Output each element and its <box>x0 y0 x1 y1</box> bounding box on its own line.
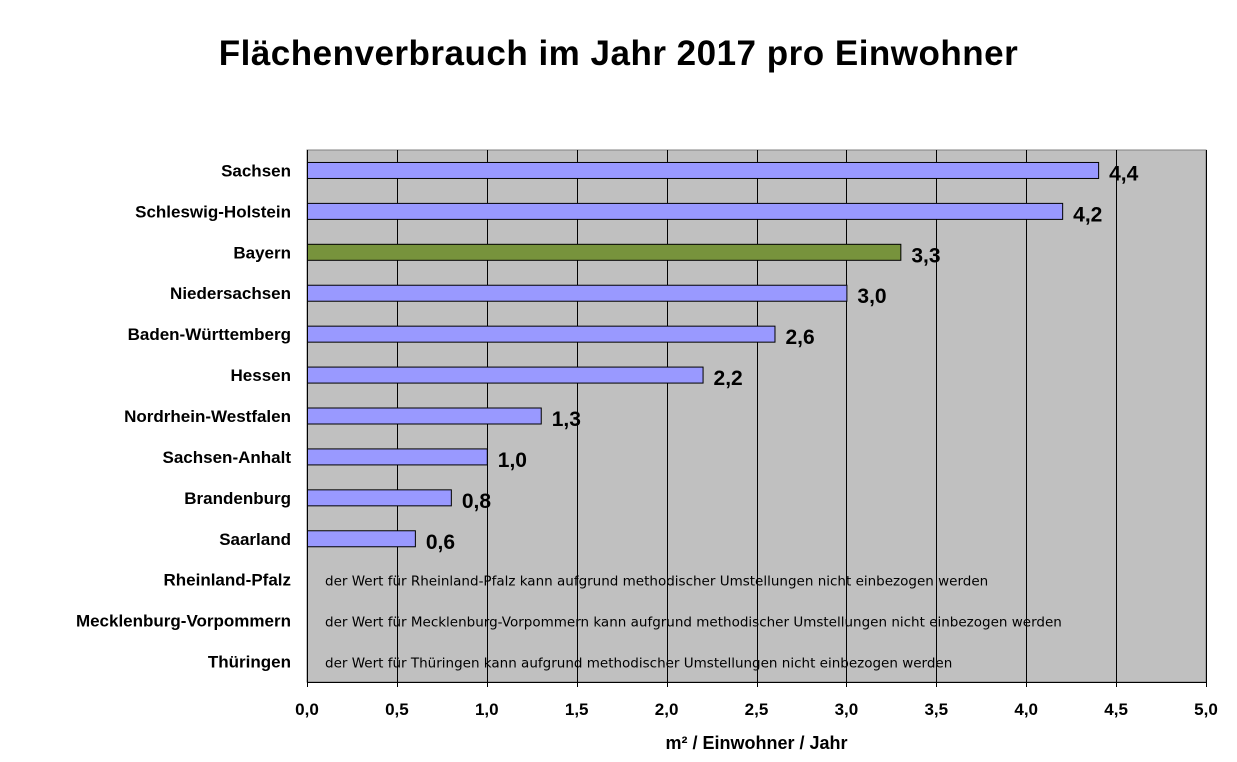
category-label: Hessen <box>231 366 291 385</box>
x-tick-label: 0,5 <box>385 700 409 719</box>
category-label: Rheinland-Pfalz <box>163 571 291 590</box>
data-label: 0,6 <box>426 531 455 554</box>
category-label: Schleswig-Holstein <box>135 202 291 221</box>
data-label: 0,8 <box>462 490 492 513</box>
data-label: 2,2 <box>714 367 743 390</box>
x-tick-label: 2,5 <box>745 700 769 719</box>
category-label: Thüringen <box>208 653 291 672</box>
category-label: Mecklenburg-Vorpommern <box>76 612 291 631</box>
data-label: 3,0 <box>857 285 886 308</box>
bar <box>307 489 452 507</box>
x-tick-label: 3,0 <box>835 700 859 719</box>
category-label: Nordrhein-Westfalen <box>124 407 291 426</box>
category-label: Sachsen <box>221 161 291 180</box>
x-tick-label: 0,0 <box>295 700 319 719</box>
data-label: 2,6 <box>785 326 814 349</box>
x-tick-label: 5,0 <box>1194 700 1218 719</box>
x-tick-labels: 0,0 0,5 1,0 1,5 2,0 2,5 3,0 3,5 4,0 4,5 5,0 <box>295 700 1218 719</box>
data-labels: 4,4 4,2 3,3 3,0 2,6 2,2 1,3 1,0 0,8 0,6 <box>426 162 1139 553</box>
data-label: 1,3 <box>552 408 581 431</box>
category-label: Sachsen-Anhalt <box>163 448 292 467</box>
category-label: Saarland <box>219 530 291 549</box>
notes: der Wert für Rheinland-Pfalz kann aufgru… <box>325 574 1062 672</box>
bar <box>307 407 542 425</box>
category-labels: Sachsen Schleswig-Holstein Bayern Niedersac… <box>76 161 291 671</box>
note-text: der Wert für Mecklenburg-Vorpommern kann… <box>325 615 1062 631</box>
category-label: Bayern <box>233 243 291 262</box>
bar <box>307 284 848 302</box>
data-label: 4,4 <box>1109 162 1139 185</box>
x-tick-label: 1,0 <box>475 700 499 719</box>
bars <box>307 161 1100 548</box>
x-axis-title: m² / Einwohner / Jahr <box>665 733 847 753</box>
bar <box>307 366 704 384</box>
bar <box>307 243 902 261</box>
x-tick-label: 2,0 <box>655 700 679 719</box>
note-text: der Wert für Rheinland-Pfalz kann aufgru… <box>325 574 988 590</box>
category-label: Baden-Württemberg <box>128 325 291 344</box>
chart-title: Flächenverbrauch im Jahr 2017 pro Einwoh… <box>218 34 1019 73</box>
data-label: 3,3 <box>911 244 940 267</box>
x-tick-label: 3,5 <box>924 700 948 719</box>
category-label: Niedersachsen <box>170 284 291 303</box>
note-text: der Wert für Thüringen kann aufgrund met… <box>325 656 952 672</box>
bar <box>307 325 776 343</box>
x-tick-label: 4,5 <box>1104 700 1128 719</box>
category-label: Brandenburg <box>184 489 291 508</box>
data-label: 4,2 <box>1073 203 1102 226</box>
data-label: 1,0 <box>498 449 527 472</box>
x-tick-label: 1,5 <box>565 700 589 719</box>
bar <box>307 530 416 548</box>
bar <box>307 202 1064 220</box>
bar <box>307 448 488 466</box>
bar <box>307 161 1100 179</box>
x-tick-label: 4,0 <box>1014 700 1038 719</box>
